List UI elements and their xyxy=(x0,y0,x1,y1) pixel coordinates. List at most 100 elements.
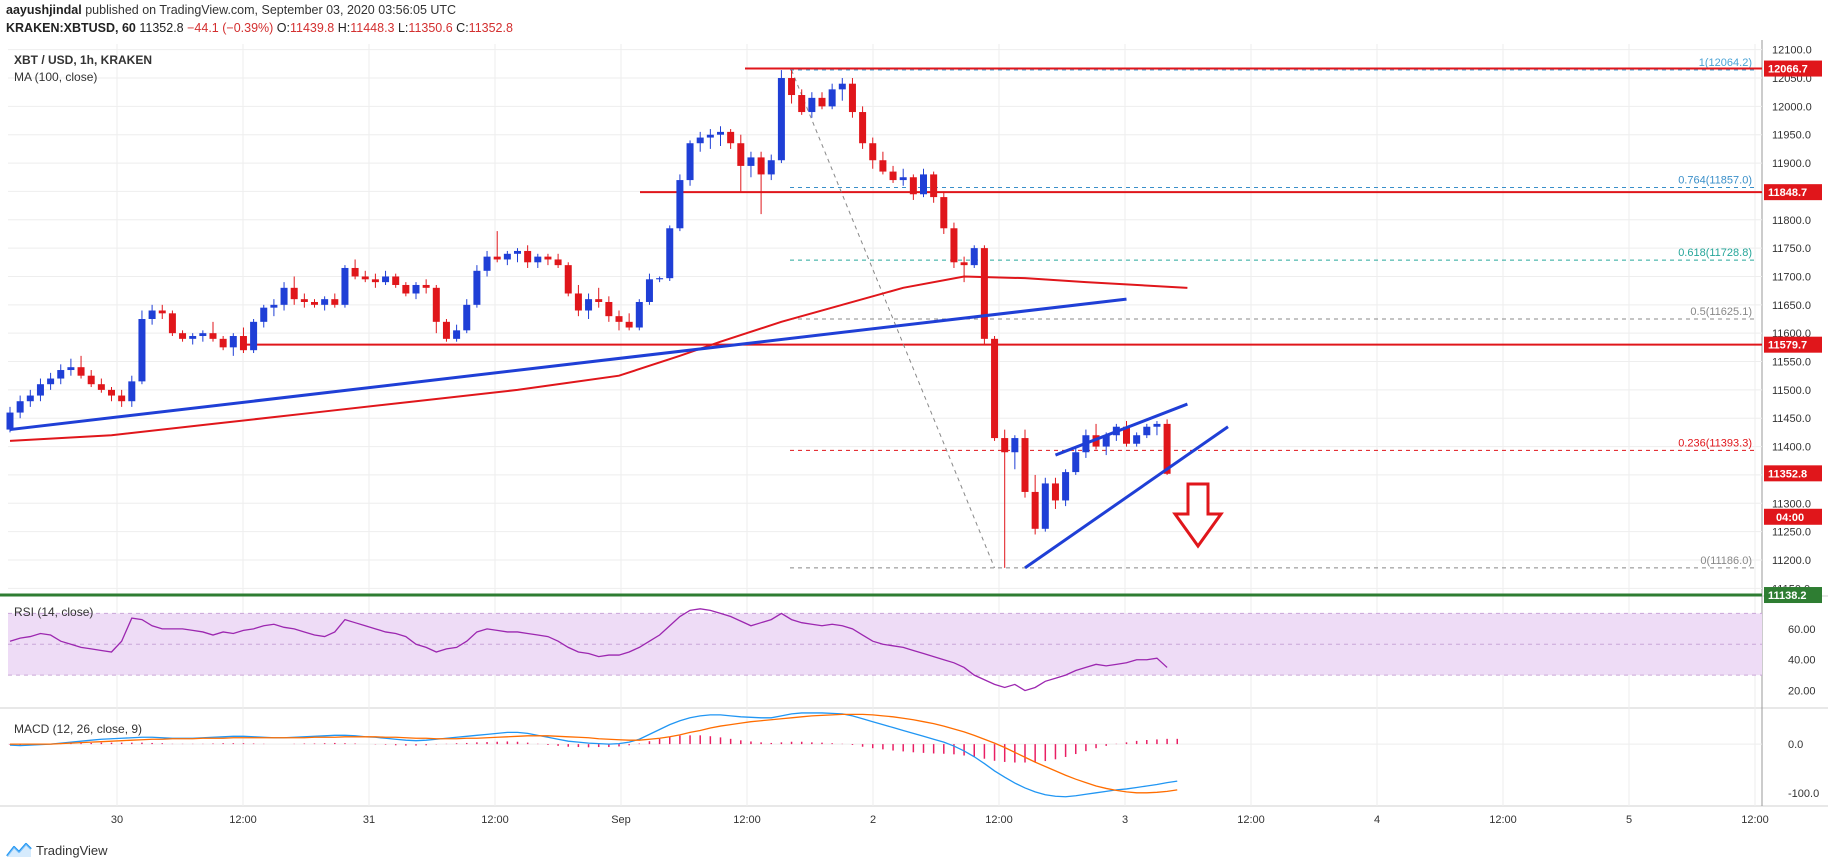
candle-body xyxy=(595,299,603,302)
price-level-tag-text: 12066.7 xyxy=(1768,64,1808,76)
fib-level-label: 0.236(11393.3) xyxy=(1678,437,1752,449)
price-level-tag-text: 11848.7 xyxy=(1768,187,1807,199)
candle-body xyxy=(524,250,532,263)
candle-body xyxy=(47,378,55,385)
candle-body xyxy=(676,180,684,229)
candle-body xyxy=(1062,472,1070,501)
candle-body xyxy=(930,174,938,198)
x-tick-label: 4 xyxy=(1374,814,1380,826)
candle-body xyxy=(1001,438,1009,453)
y-tick-label: 11250.0 xyxy=(1772,527,1811,539)
candle-body xyxy=(909,177,917,195)
high-label: H: xyxy=(337,21,351,35)
candle-body xyxy=(118,395,126,402)
candle-body xyxy=(270,304,278,308)
x-tick-label: 12:00 xyxy=(733,814,761,826)
candle-body xyxy=(574,293,582,311)
y-tick-label: 12000.0 xyxy=(1772,101,1812,113)
candle-body xyxy=(493,256,501,260)
y-tick-label: 11550.0 xyxy=(1772,357,1811,369)
candle-body xyxy=(848,83,856,113)
open-label: O: xyxy=(276,21,290,35)
candle-body xyxy=(1041,483,1049,529)
candle-body xyxy=(1133,435,1141,444)
x-tick-label: 12:00 xyxy=(229,814,257,826)
candle-body xyxy=(625,321,633,328)
fib-level-label: 0.764(11857.0) xyxy=(1678,174,1752,186)
candle-body xyxy=(1123,426,1130,444)
candle-body xyxy=(219,338,227,348)
x-tick-label: 3 xyxy=(1122,814,1128,826)
candle-body xyxy=(585,299,593,311)
candle-body xyxy=(1011,438,1019,453)
candle-body xyxy=(615,316,623,322)
x-tick-label: 31 xyxy=(363,814,375,826)
x-tick-label: 12:00 xyxy=(1237,814,1265,826)
candle-body xyxy=(300,299,308,302)
candle-body xyxy=(108,389,115,396)
tradingview-logo-icon xyxy=(6,842,32,857)
candle-body xyxy=(534,256,542,263)
price-level-tag xyxy=(1764,184,1822,201)
x-tick-label: 12:00 xyxy=(985,814,1013,826)
candle-body xyxy=(717,131,724,135)
price-level-tag xyxy=(1764,336,1822,353)
x-tick-label: Sep xyxy=(611,814,631,826)
candle-body xyxy=(838,83,846,90)
candle-body xyxy=(970,248,978,266)
candle-body xyxy=(808,97,816,113)
low-value: 11350.6 xyxy=(408,21,453,35)
candle-body xyxy=(250,321,258,351)
candle-body xyxy=(706,134,714,138)
candle-body xyxy=(483,256,491,271)
rsi-line xyxy=(9,608,1168,692)
price-level-tag-text: 11579.7 xyxy=(1768,340,1807,352)
symbol-line: KRAKEN:XBTUSD, 60 11352.8 −44.1 (−0.39%)… xyxy=(6,21,513,35)
candle-body xyxy=(767,160,775,175)
rsi-tick-label: 40.00 xyxy=(1788,655,1816,667)
main-pane-title: XBT / USD, 1h, KRAKEN xyxy=(14,53,153,67)
candle-body xyxy=(686,143,694,181)
chart-header: aayushjindal published on TradingView.co… xyxy=(6,3,456,17)
author-name[interactable]: aayushjindal xyxy=(6,3,82,17)
brand-label: TradingView xyxy=(36,842,108,858)
candle-body xyxy=(1021,438,1029,492)
y-tick-label: 11450.0 xyxy=(1772,413,1811,425)
publish-info: published on TradingView.com, September … xyxy=(85,3,457,17)
high-value: 11448.3 xyxy=(350,21,395,35)
rsi-tick-label: 20.00 xyxy=(1788,686,1816,698)
y-tick-label: 11900.0 xyxy=(1772,158,1811,170)
x-tick-label: 12:00 xyxy=(481,814,509,826)
candle-body xyxy=(128,381,136,402)
candle-body xyxy=(666,228,674,279)
candle-body xyxy=(6,412,14,430)
x-tick-label: 30 xyxy=(111,814,123,826)
candle-body xyxy=(351,267,359,277)
signal-line xyxy=(10,713,1178,794)
price-tag-text: 04:00 xyxy=(1776,512,1804,524)
candle-body xyxy=(473,270,481,305)
candle-body xyxy=(554,259,562,266)
candle-body xyxy=(960,262,968,266)
candle-body xyxy=(453,330,461,339)
candle-body xyxy=(361,276,369,280)
candle-body xyxy=(290,287,298,300)
candle-body xyxy=(280,287,288,305)
price-level-tag xyxy=(1764,60,1822,77)
macd-pane-title: MACD (12, 26, close, 9) xyxy=(14,722,143,736)
trendline xyxy=(9,297,1127,432)
symbol-label: KRAKEN:XBTUSD, 60 xyxy=(6,21,136,35)
candle-body xyxy=(859,112,867,144)
candle-body xyxy=(371,279,379,283)
candle-body xyxy=(514,250,521,254)
tradingview-brand[interactable]: TradingView xyxy=(6,842,108,858)
trendline xyxy=(1054,402,1188,457)
trendline xyxy=(1024,425,1229,570)
candle-body xyxy=(980,248,988,339)
candle-body xyxy=(432,287,440,322)
x-tick-label: 12:00 xyxy=(1741,814,1769,826)
candle-body xyxy=(696,137,704,144)
candle-body xyxy=(645,279,653,302)
x-tick-label: 5 xyxy=(1626,814,1632,826)
